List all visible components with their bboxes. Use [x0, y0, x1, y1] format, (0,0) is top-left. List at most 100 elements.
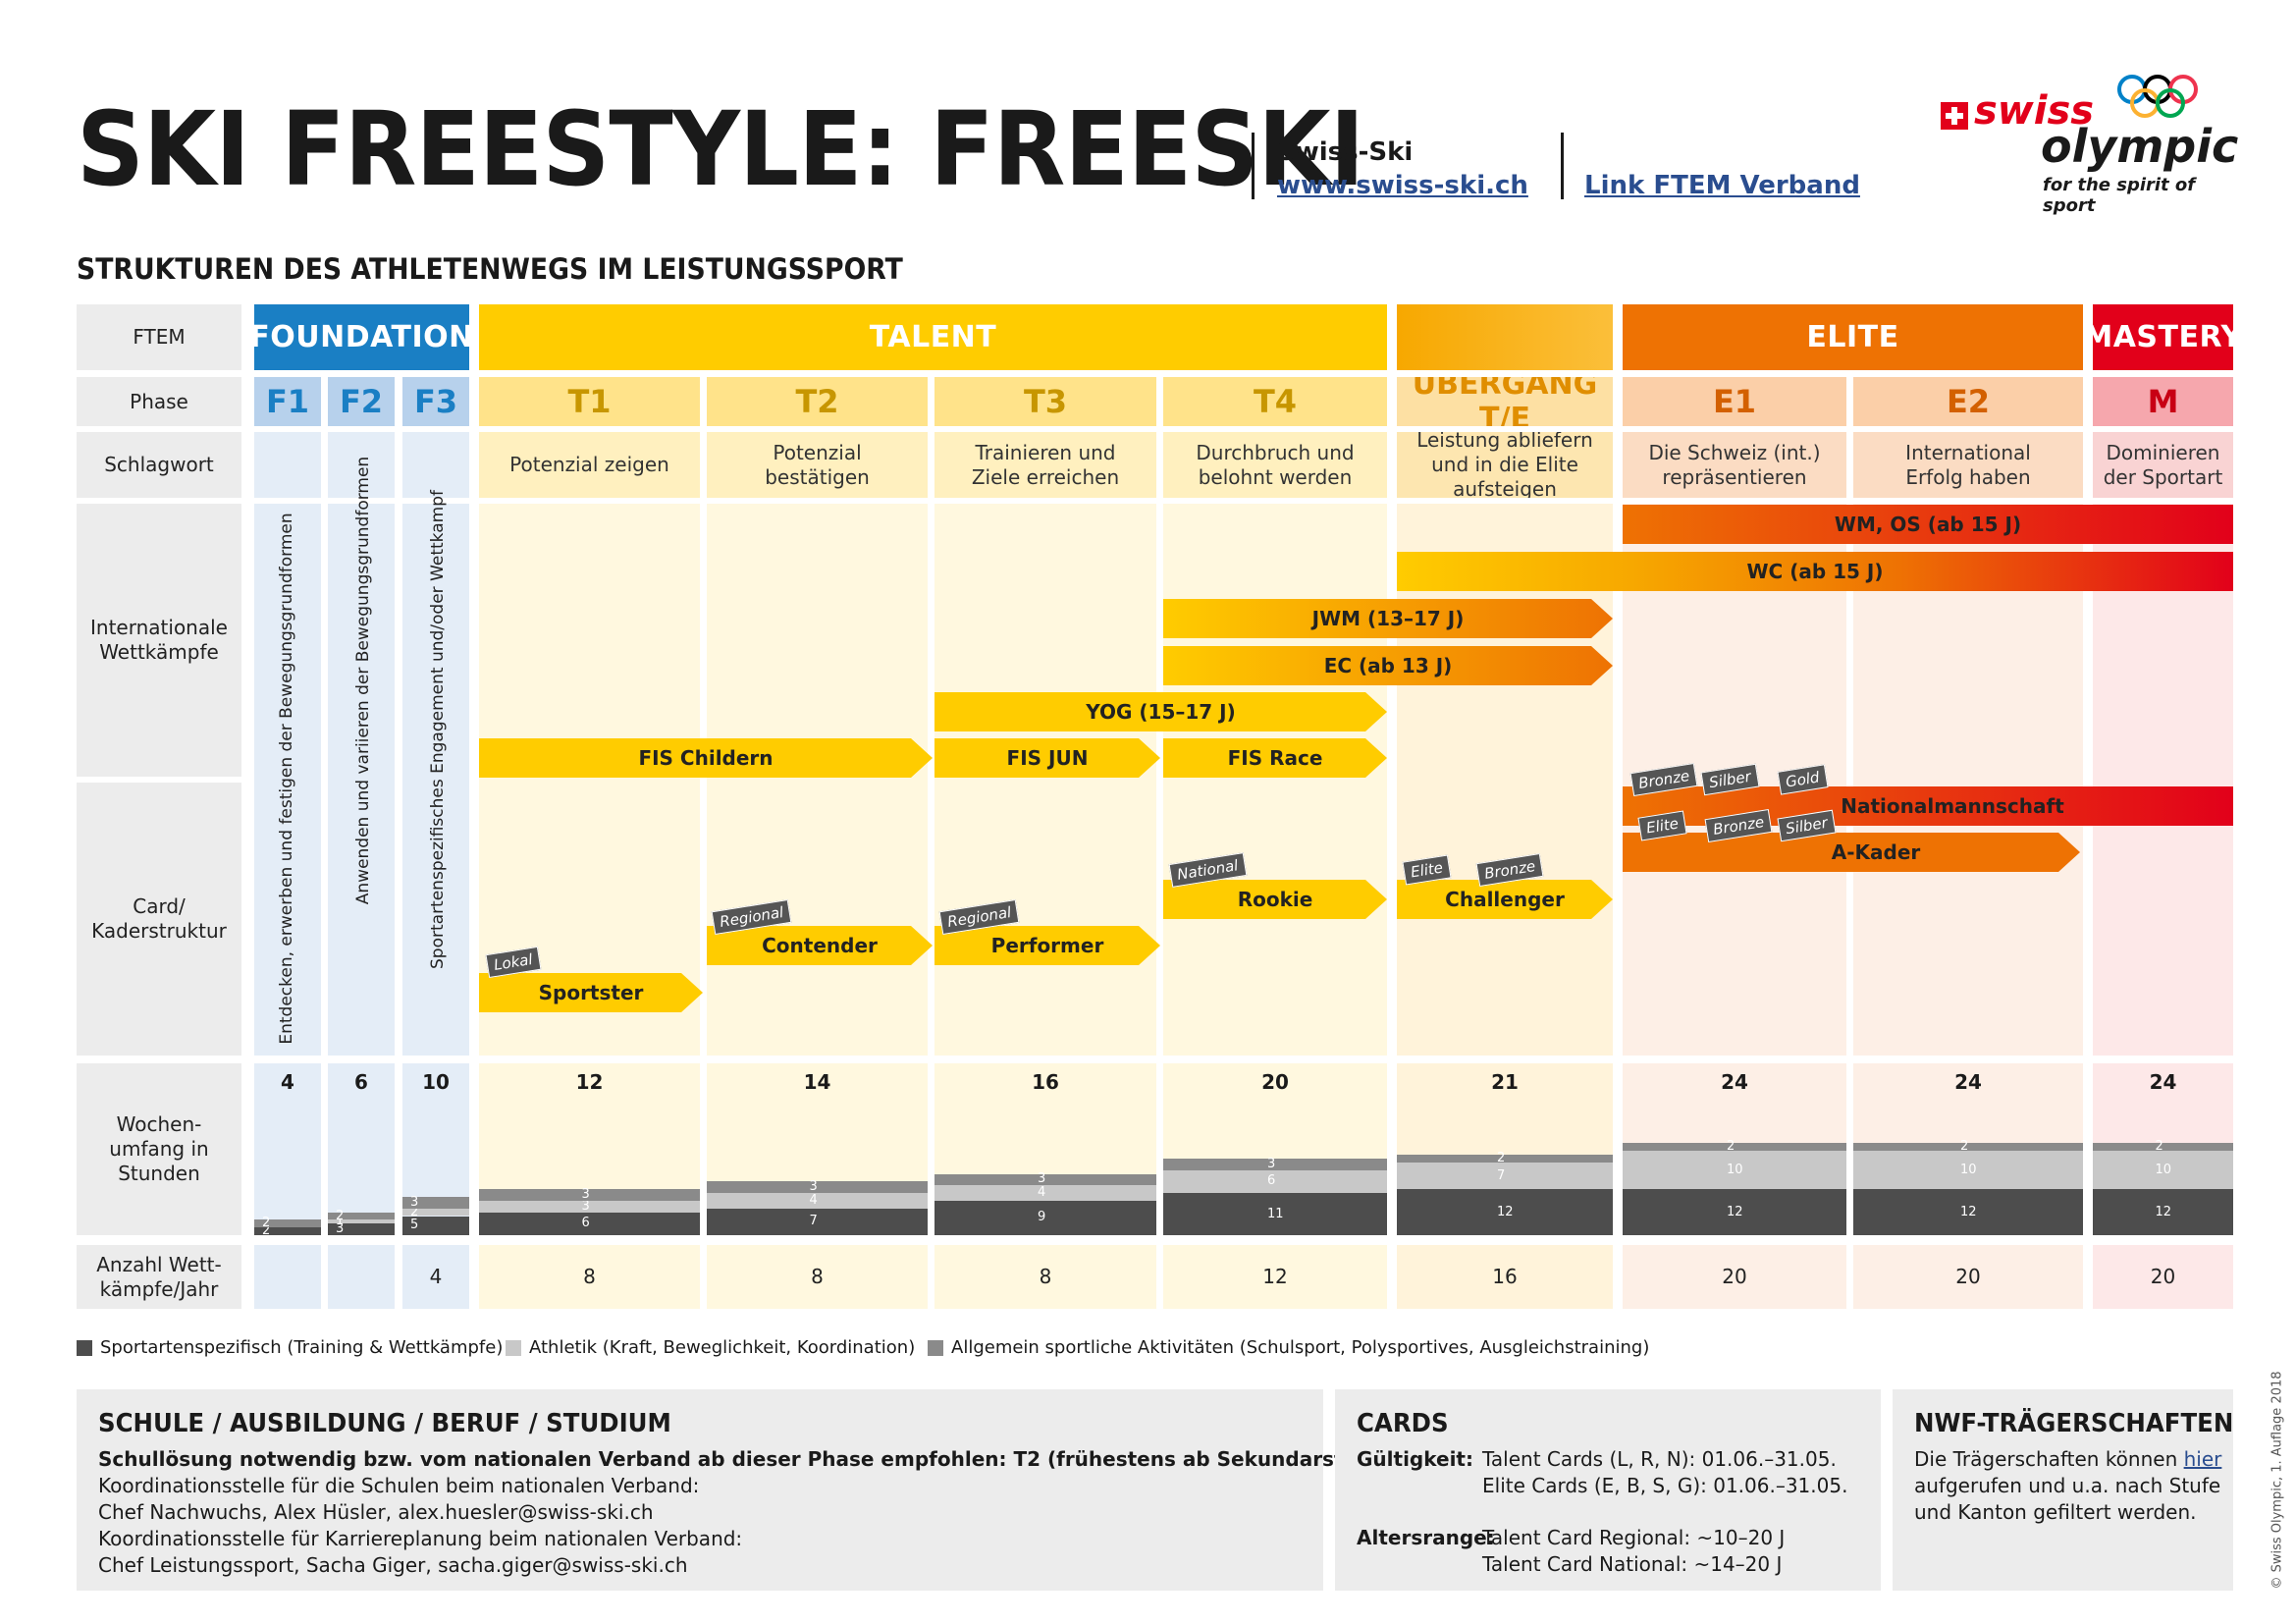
column-background: [1853, 1245, 2083, 1309]
hours-segment-athletik: [328, 1219, 395, 1224]
row-label-international: Internationale Wettkämpfe: [77, 504, 241, 777]
column-background: [254, 1063, 321, 1235]
hours-segment-allgemein: [254, 1219, 321, 1228]
header-divider: [1252, 133, 1255, 199]
legend-swatch: [506, 1339, 521, 1356]
hours-segment-allgemein: [402, 1197, 469, 1209]
column-background: [1163, 1245, 1387, 1309]
hours-segment-sport-label: 12: [2155, 1204, 2172, 1219]
competition-fis-jun: FIS JUN: [934, 738, 1160, 778]
card-performer: Performer: [934, 926, 1160, 965]
phase-t1: T1: [479, 377, 700, 426]
gueltigkeit-value: Elite Cards (E, B, S, G): 01.06.–31.05.: [1482, 1474, 1848, 1497]
hours-segment-sport-label: 2: [262, 1223, 271, 1239]
schlagwort-m: Dominieren der Sportart: [2093, 432, 2233, 498]
legend-allgemein-label: Allgemein sportliche Aktivitäten (Schuls…: [951, 1337, 1650, 1358]
copyright: © Swiss Olympic, 1. Auflage 2018: [2269, 1371, 2285, 1590]
competition-fis-race: FIS Race: [1163, 738, 1387, 778]
phase-e2: E2: [1853, 377, 2083, 426]
competition-wm-os: WM, OS (ab 15 J): [1623, 505, 2233, 544]
hours-segment-allgemein-label: 2: [1497, 1151, 1506, 1165]
foundation-text-f3: Sportartenspezifisches Engagement und/od…: [428, 490, 448, 969]
schlagwort-t2: Potenzial bestätigen: [707, 432, 928, 498]
competition-wc: WC (ab 15 J): [1397, 552, 2233, 591]
competition-ec: EC (ab 13 J): [1163, 646, 1613, 685]
hours-segment-allgemein-label: 2: [262, 1216, 271, 1231]
column-background: [2093, 504, 2233, 1056]
schlagwort-uebergang: Leistung abliefern und in die Elite aufs…: [1397, 432, 1613, 498]
legend-swatch: [77, 1339, 92, 1356]
ftem-verband-link[interactable]: Link FTEM Verband: [1584, 171, 1860, 200]
column-background: [254, 504, 321, 1056]
hours-total-f1: 4: [281, 1070, 294, 1094]
column-background: [1853, 504, 2083, 1056]
hours-segment-sport-label: 12: [1960, 1204, 1977, 1219]
hours-segment-athletik: [2093, 1151, 2233, 1190]
hours-segment-allgemein-label: 2: [1727, 1139, 1735, 1155]
hours-segment-athletik-label: 6: [1267, 1173, 1276, 1189]
hours-segment-athletik-label: 3: [581, 1198, 590, 1214]
hours-segment-sport: [1397, 1189, 1613, 1235]
column-background: [254, 432, 321, 498]
legend-allgemein: Allgemein sportliche Aktivitäten (Schuls…: [928, 1337, 1649, 1358]
column-background: [479, 1245, 700, 1309]
alter-value: Talent Card National: ~14–20 J: [1482, 1552, 1783, 1576]
hours-segment-allgemein-label: 2: [1960, 1139, 1969, 1155]
gueltigkeit-value: Talent Cards (L, R, N): 01.06.–31.05.: [1482, 1447, 1837, 1471]
row-label-wochen: Wochen- umfang in Stunden: [77, 1063, 241, 1235]
hours-total-ue: 21: [1491, 1070, 1519, 1094]
row-label-ftem: FTEM: [77, 304, 241, 370]
phase-t2: T2: [707, 377, 928, 426]
hours-segment-athletik: [1397, 1162, 1613, 1190]
phase-ue: ÜBERGANG T/E: [1397, 377, 1613, 426]
nwf-line: Die Trägerschaften können hier: [1914, 1446, 2221, 1473]
column-background: [707, 1245, 928, 1309]
page-title: SKI FREESTYLE: FREESKI: [77, 89, 1364, 209]
hours-segment-sport: [402, 1216, 469, 1235]
logo-word-olympic: olympic: [2041, 120, 2239, 173]
hours-total-m: 24: [2149, 1070, 2177, 1094]
band-elite: ELITE: [1623, 304, 2083, 370]
hours-segment-athletik: [1163, 1169, 1387, 1194]
competition-yog: YOG (15–17 J): [934, 692, 1387, 731]
hours-segment-allgemein-label: 3: [410, 1194, 419, 1210]
hours-total-t2: 14: [803, 1070, 831, 1094]
schule-line: Chef Leistungssport, Sacha Giger, sacha.…: [98, 1553, 688, 1577]
column-background: [402, 432, 469, 498]
foundation-text-f1: Entdecken, erwerben und festigen der Bew…: [277, 513, 296, 1045]
hours-segment-athletik: [1623, 1151, 1846, 1190]
nwf-text: Die Trägerschaften können: [1914, 1447, 2184, 1471]
column-background: [1623, 1245, 1846, 1309]
schule-box: SCHULE / AUSBILDUNG / BERUF / STUDIUM Sc…: [77, 1389, 1403, 1591]
hours-segment-athletik-label: 4: [809, 1192, 818, 1208]
hours-segment-allgemein: [1623, 1143, 1846, 1152]
schule-title: SCHULE / AUSBILDUNG / BERUF / STUDIUM: [98, 1409, 671, 1438]
competition-jwm: JWM (13–17 J): [1163, 599, 1613, 638]
hours-total-e2: 24: [1954, 1070, 1982, 1094]
gueltigkeit-label: Gültigkeit:: [1357, 1447, 1473, 1471]
schule-line: Chef Nachwuchs, Alex Hüsler, alex.huesle…: [98, 1500, 654, 1524]
legend-athletik: Athletik (Kraft, Beweglichkeit, Koordina…: [506, 1337, 915, 1358]
card-sportster: Sportster: [479, 973, 703, 1012]
nwf-box: NWF-TRÄGERSCHAFTEN Die Trägerschaften kö…: [1893, 1389, 2233, 1591]
hours-segment-sport-label: 12: [1727, 1204, 1743, 1219]
org-website-link[interactable]: www.swiss-ski.ch: [1277, 171, 1528, 200]
nwf-hier-link[interactable]: hier: [2183, 1447, 2222, 1471]
foundation-text-f2: Anwenden und variieren der Bewegungsgrun…: [353, 456, 373, 905]
hours-segment-athletik: [1853, 1151, 2083, 1190]
schule-line: Koordinationsstelle für die Schulen beim…: [98, 1474, 700, 1497]
schlagwort-e1: Die Schweiz (int.) repräsentieren: [1623, 432, 1846, 498]
band-talent: TALENT: [479, 304, 1387, 370]
hours-segment-allgemein-label: 3: [809, 1179, 818, 1195]
hours-segment-sport-label: 11: [1267, 1206, 1284, 1221]
schlagwort-t4: Durchbruch und belohnt werden: [1163, 432, 1387, 498]
hours-segment-athletik-label: 1: [336, 1214, 345, 1229]
wettkaempfe-e1: 20: [1722, 1265, 1747, 1288]
hours-segment-sport-label: 7: [809, 1214, 818, 1229]
row-label-schlagwort: Schlagwort: [77, 432, 241, 498]
row-label-card: Card/ Kaderstruktur: [77, 783, 241, 1056]
hours-segment-sport: [479, 1212, 700, 1235]
wettkaempfe-t1: 8: [583, 1265, 596, 1288]
hours-segment-allgemein: [1397, 1155, 1613, 1163]
legend-sport: Sportartenspezifisch (Training & Wettkäm…: [77, 1337, 503, 1358]
